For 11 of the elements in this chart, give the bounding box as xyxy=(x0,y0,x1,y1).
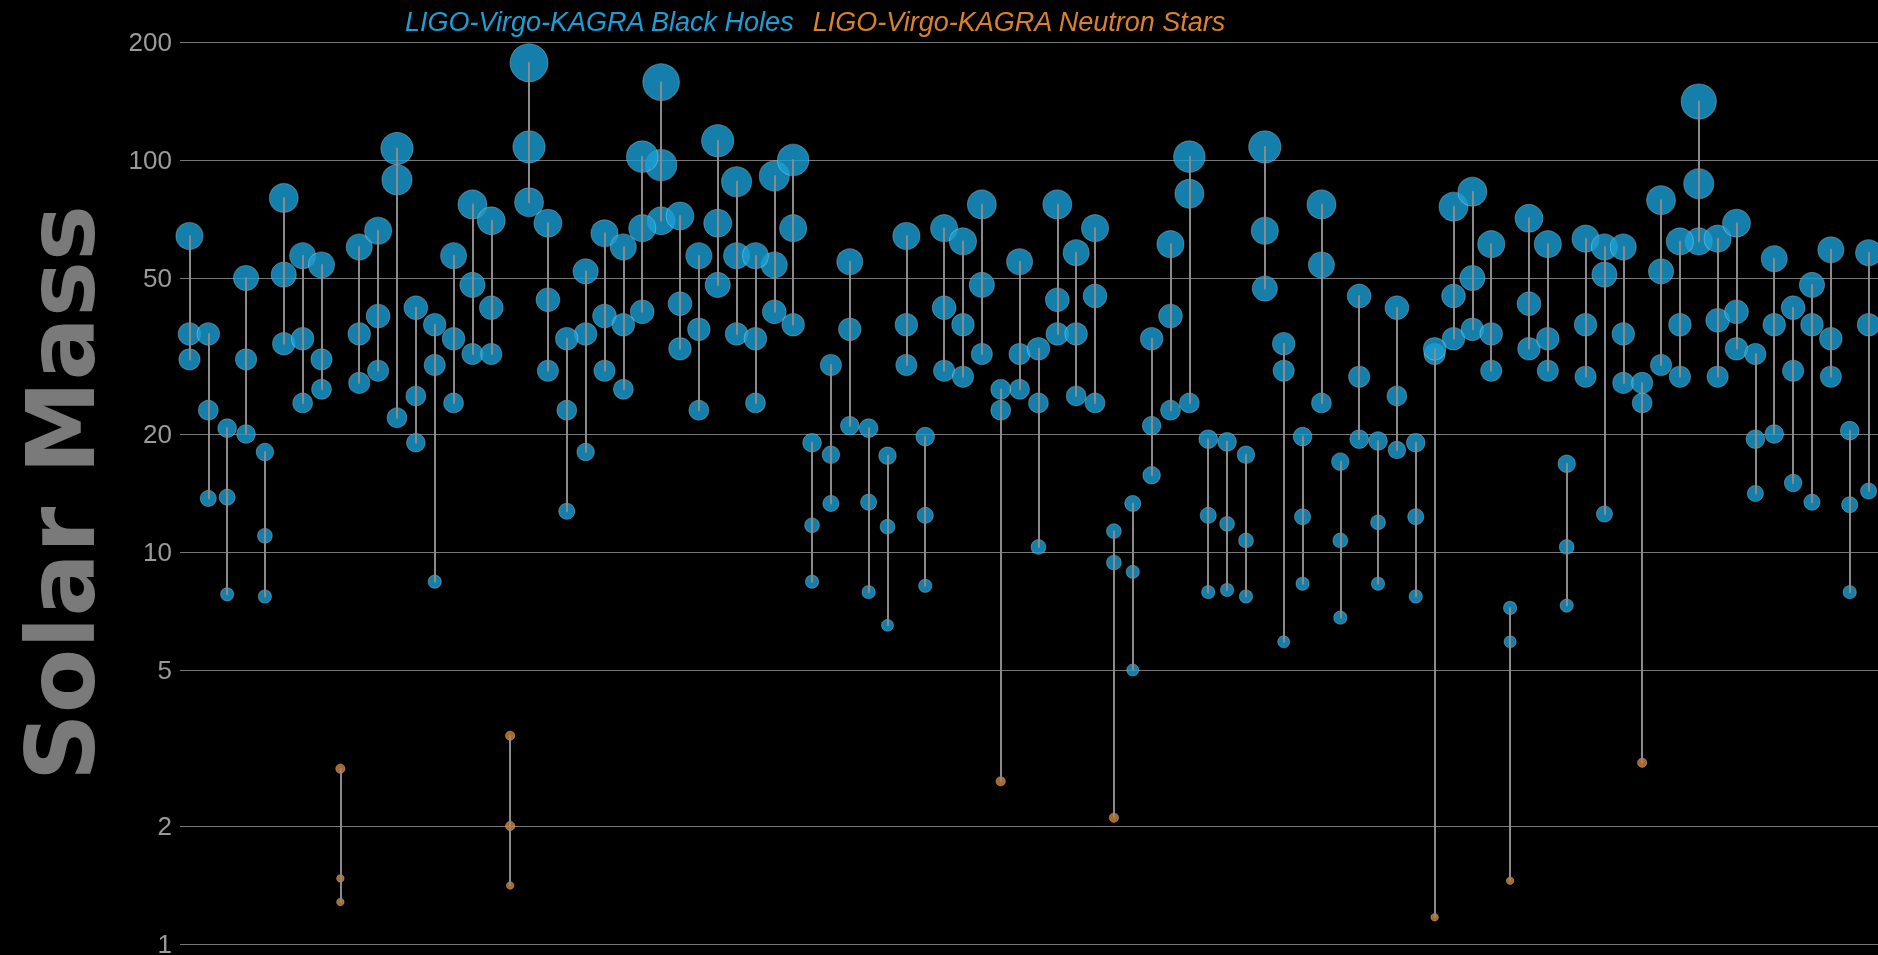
y-tick-label: 50 xyxy=(143,263,172,294)
y-tick-label: 5 xyxy=(157,655,172,685)
y-tick-label: 200 xyxy=(128,27,172,57)
text: LIGO-Virgo-KAGRA Neutron Stars xyxy=(812,6,1226,37)
y-tick-label: 2 xyxy=(157,811,172,841)
y-axis-title: Solar Mass xyxy=(6,205,116,781)
y-tick-label: 1 xyxy=(157,929,172,955)
y-tick-label: 20 xyxy=(143,419,172,449)
y-tick-label: 10 xyxy=(143,537,172,567)
y-tick-label: 100 xyxy=(128,145,172,175)
text: LIGO-Virgo-KAGRA Black Holes xyxy=(405,6,794,37)
